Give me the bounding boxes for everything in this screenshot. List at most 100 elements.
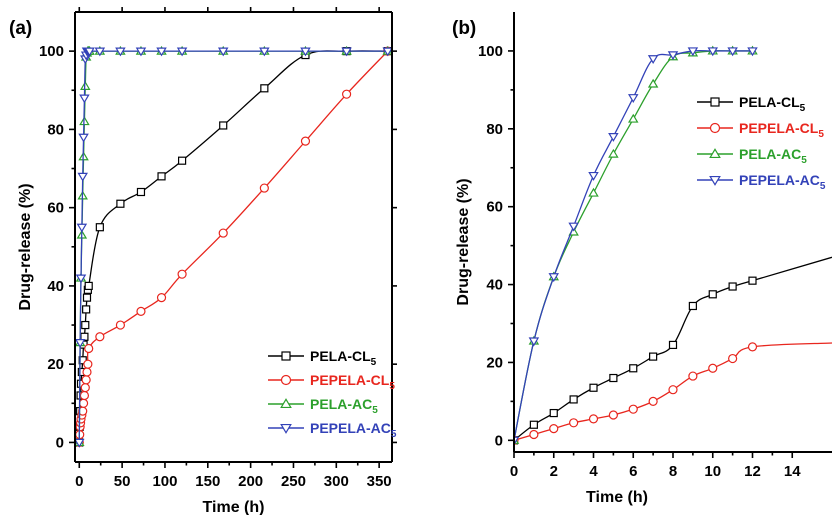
y-tick-label: 80 <box>486 121 503 138</box>
panel-a: 0 50 100 150 200 250 300 350 0 20 40 60 80 100 Time (h… <box>9 7 397 515</box>
data-point-s2-5 <box>588 414 599 424</box>
data-point-s1-19 <box>177 156 187 165</box>
plot-area <box>75 45 392 448</box>
data-point-s2-16 <box>115 320 126 330</box>
legend-entry-1: PELA-CL5 <box>310 348 377 368</box>
x-tick-label: 12 <box>744 463 761 480</box>
data-point-s1-9 <box>668 340 678 350</box>
data-point-s1-8 <box>649 352 658 361</box>
data-point-s1-18 <box>157 172 166 181</box>
data-point-s4-17 <box>156 47 167 57</box>
data-point-s3-8 <box>647 78 659 88</box>
x-tick-label: 300 <box>324 473 349 490</box>
data-point-s4-3 <box>75 274 87 284</box>
y-axis-title: Drug-release (%) <box>17 183 34 310</box>
data-point-s1-17 <box>136 187 146 197</box>
data-point-s4-10 <box>687 47 699 57</box>
data-point-s1-16 <box>116 199 125 208</box>
data-point-s4-23 <box>382 47 392 57</box>
data-point-s2-4 <box>569 418 579 428</box>
x-tick-label: 250 <box>281 473 306 490</box>
data-point-s3-7 <box>627 113 639 123</box>
x-tick-label: 150 <box>195 473 220 490</box>
data-point-s4-12 <box>727 47 738 57</box>
data-point-s3-6 <box>608 148 619 158</box>
legend-marker-3 <box>709 148 721 159</box>
legend-entry-2: PEPELA-CL5 <box>739 120 824 140</box>
y-tick-label: 20 <box>47 356 64 373</box>
data-point-s4-19 <box>217 47 229 57</box>
x-tick-label: 6 <box>629 463 637 480</box>
legend-marker-1 <box>281 351 291 361</box>
panel-label: (a) <box>9 18 32 39</box>
data-point-s2-14 <box>84 343 94 354</box>
legend: PELA-CL5 PEPELA-CL5 PELA-AC5 PEPELA-AC5 <box>268 348 397 440</box>
x-tick-label: 200 <box>238 473 263 490</box>
data-point-s2-15 <box>95 332 105 342</box>
legend-entry-4: PEPELA-AC5 <box>739 172 826 192</box>
data-point-s1-5 <box>589 383 598 392</box>
data-point-s2-10 <box>688 371 698 381</box>
data-point-s2-17 <box>136 306 146 316</box>
data-point-s2-11 <box>708 363 718 373</box>
legend-marker-2 <box>709 122 721 134</box>
y-tick-label: 80 <box>47 121 64 138</box>
legend: PELA-CL5 PEPELA-CL5 PELA-AC5 PEPELA-AC5 <box>697 94 826 192</box>
data-point-s1-12 <box>82 293 92 302</box>
data-point-s4-11 <box>707 47 719 57</box>
x-tick-label: 0 <box>75 473 83 490</box>
data-point-s4-22 <box>341 47 352 57</box>
data-point-s4-9 <box>667 51 679 61</box>
data-point-s2-21 <box>259 183 269 193</box>
x-tick-label: 8 <box>669 463 677 480</box>
data-point-s4-15 <box>115 47 126 57</box>
data-point-s1-3 <box>549 408 558 418</box>
legend-entry-3: PELA-AC5 <box>310 396 378 416</box>
y-tick-label: 0 <box>495 432 503 449</box>
data-point-s2-20 <box>218 228 228 238</box>
legend-marker-2 <box>280 374 292 386</box>
data-point-s4-4 <box>568 222 579 232</box>
data-point-s4-1 <box>75 438 85 448</box>
legend-marker-3 <box>280 398 292 409</box>
y-tick-label: 40 <box>486 277 503 294</box>
data-point-s2-8 <box>648 396 658 406</box>
data-point-s1-15 <box>95 223 104 232</box>
data-point-s1-10 <box>688 301 697 311</box>
data-point-s2-18 <box>156 293 167 303</box>
x-tick-label: 100 <box>152 473 177 490</box>
data-point-s1-21 <box>260 84 269 93</box>
data-point-s4-14 <box>94 47 106 57</box>
legend-entry-1: PELA-CL5 <box>739 94 806 114</box>
y-tick-label: 100 <box>39 43 64 60</box>
data-point-s4-6 <box>78 133 89 143</box>
data-point-s2-8 <box>78 398 89 408</box>
data-point-s1-4 <box>569 395 578 404</box>
data-point-s2-23 <box>341 89 352 99</box>
series-line-3 <box>514 50 753 441</box>
data-point-s2-22 <box>300 136 311 146</box>
data-point-s4-1 <box>514 436 520 446</box>
data-point-s2-2 <box>529 429 539 440</box>
data-point-s2-7 <box>628 404 638 414</box>
series-line-4 <box>514 49 753 441</box>
y-axis-title: Drug-release (%) <box>455 178 472 305</box>
data-point-s4-21 <box>300 47 311 57</box>
y-tick-label: 60 <box>486 199 503 216</box>
data-point-s2-12 <box>82 367 92 377</box>
x-tick-label: 50 <box>114 473 131 490</box>
data-point-s1-12 <box>728 282 737 291</box>
data-point-s4-7 <box>79 94 90 104</box>
data-point-s4-8 <box>647 55 659 65</box>
legend-marker-4 <box>709 175 721 186</box>
x-tick-label: 4 <box>589 463 598 480</box>
data-point-s2-12 <box>728 353 738 364</box>
y-tick-label: 100 <box>478 43 503 60</box>
data-point-s2-6 <box>608 410 618 420</box>
data-point-s4-13 <box>747 47 758 57</box>
x-tick-label: 10 <box>704 463 721 480</box>
data-point-s4-2 <box>75 339 86 348</box>
legend-entry-4: PEPELA-AC5 <box>310 420 397 440</box>
legend-entry-2: PEPELA-CL5 <box>310 372 395 392</box>
